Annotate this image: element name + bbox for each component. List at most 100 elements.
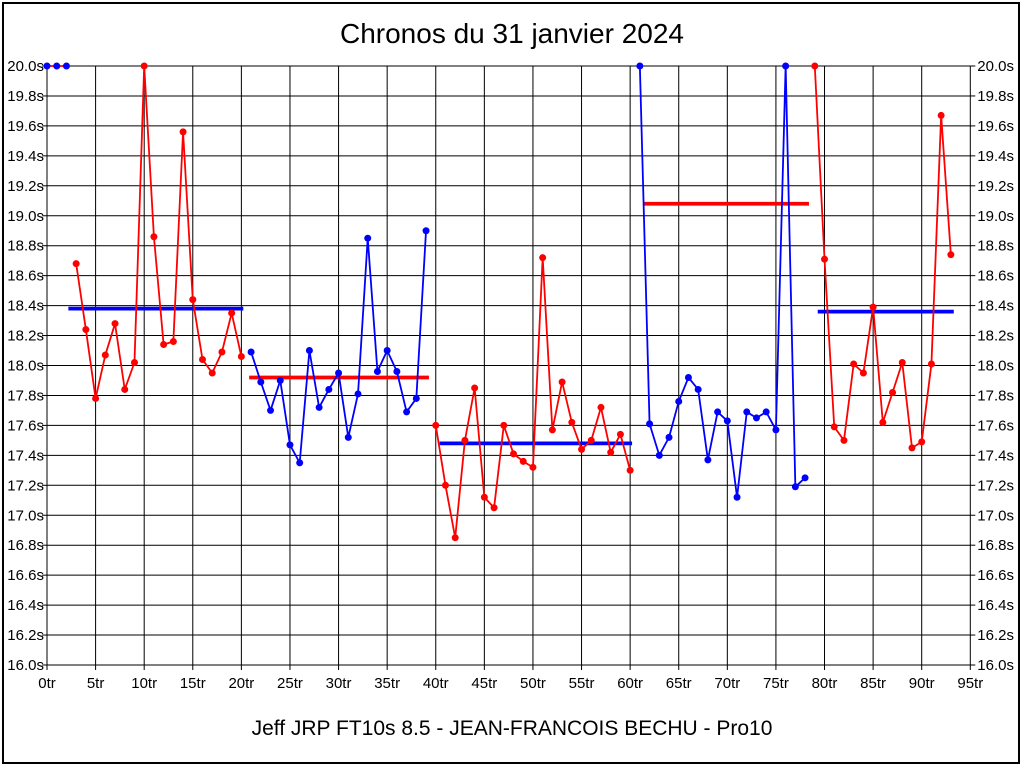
- y-tick-label-right: 16.0s: [977, 657, 1014, 674]
- y-tick-label-left: 17.8s: [7, 387, 44, 404]
- x-tick-label: 60tr: [617, 675, 643, 692]
- run-4-point: [752, 414, 760, 422]
- series-lines: [47, 65, 952, 539]
- y-tick-label-left: 18.2s: [7, 328, 44, 345]
- x-tick-label: 10tr: [131, 675, 157, 692]
- run-1-point: [237, 353, 245, 361]
- run-1-point: [101, 351, 109, 359]
- run-5-point: [811, 62, 819, 70]
- run-2-point: [364, 234, 372, 242]
- x-tick-label: 15tr: [180, 675, 206, 692]
- run-2-point: [373, 367, 381, 375]
- run-5-point: [830, 423, 838, 431]
- axis-ticks: [42, 65, 976, 670]
- y-tick-label-right: 17.8s: [977, 387, 1014, 404]
- run-3-point: [432, 421, 440, 429]
- run-3-point: [587, 436, 595, 444]
- run-2-point: [315, 403, 323, 411]
- run-1-point: [72, 260, 80, 268]
- x-tick-label: 85tr: [860, 675, 886, 692]
- run-2-point: [354, 390, 362, 398]
- run-3-point: [500, 421, 508, 429]
- run-4-point: [704, 456, 712, 464]
- chart-title: Chronos du 31 janvier 2024: [339, 18, 684, 49]
- x-tick-label: 65tr: [666, 675, 692, 692]
- run-2-point: [286, 441, 294, 449]
- run-2-point: [247, 348, 255, 356]
- y-tick-label-left: 16.2s: [7, 627, 44, 644]
- y-tick-label-left: 16.6s: [7, 567, 44, 584]
- x-tick-label: 80tr: [812, 675, 838, 692]
- run-5-point: [821, 255, 829, 263]
- run-3-point: [480, 493, 488, 501]
- run-4-point: [733, 493, 741, 501]
- x-tick-label: 0tr: [38, 675, 56, 692]
- x-tick-label: 25tr: [277, 675, 303, 692]
- x-tick-label: 40tr: [423, 675, 449, 692]
- y-tick-label-right: 19.6s: [977, 118, 1014, 135]
- y-tick-label-right: 17.0s: [977, 507, 1014, 524]
- y-tick-label-right: 18.2s: [977, 328, 1014, 345]
- average-lines: [68, 201, 954, 446]
- y-tick-label-right: 19.4s: [977, 148, 1014, 165]
- run-1-point: [130, 359, 138, 367]
- run-4-point: [801, 474, 809, 482]
- run-1-penalty-laps-point: [53, 62, 61, 70]
- x-tick-label: 35tr: [374, 675, 400, 692]
- run-2-point: [344, 433, 352, 441]
- run-3-point: [441, 481, 449, 489]
- y-tick-label-right: 19.2s: [977, 178, 1014, 195]
- y-tick-label-right: 17.4s: [977, 447, 1014, 464]
- run-3-point: [626, 466, 634, 474]
- run-5-point: [879, 418, 887, 426]
- run-2-point: [267, 406, 275, 414]
- y-tick-label-right: 18.4s: [977, 298, 1014, 315]
- run-2-point: [422, 227, 430, 235]
- y-tick-label-left: 17.2s: [7, 477, 44, 494]
- y-tick-label-left: 18.8s: [7, 238, 44, 255]
- run-1-point: [92, 394, 100, 402]
- y-tick-label-right: 18.6s: [977, 268, 1014, 285]
- run-1-point: [160, 341, 168, 349]
- y-axis-labels-left: 20.0s 19.8s 19.6s 19.4s 19.2s 19.0s 18.8s 18.6s…: [7, 58, 44, 674]
- run-4-point: [762, 408, 770, 416]
- run-3-point: [616, 430, 624, 438]
- run-5-point: [927, 360, 935, 368]
- run-4-point: [791, 483, 799, 491]
- run-4-point: [782, 62, 790, 70]
- run-1-point: [208, 369, 216, 377]
- x-tick-label: 70tr: [714, 675, 740, 692]
- run-2-point: [276, 376, 284, 384]
- y-tick-label-left: 18.4s: [7, 298, 44, 315]
- series-points: [43, 62, 955, 542]
- y-tick-label-right: 18.0s: [977, 358, 1014, 375]
- run-5-point: [840, 436, 848, 444]
- x-tick-label: 75tr: [763, 675, 789, 692]
- run-4-point: [646, 420, 654, 428]
- x-tick-label: 45tr: [471, 675, 497, 692]
- x-tick-label: 95tr: [957, 675, 983, 692]
- run-1-point: [150, 233, 158, 241]
- y-tick-label-right: 19.0s: [977, 208, 1014, 225]
- y-tick-label-left: 19.6s: [7, 118, 44, 135]
- chart-footer: Jeff JRP FT10s 8.5 - JEAN-FRANCOIS BECHU…: [251, 717, 773, 740]
- run-1-point: [228, 309, 236, 317]
- run-4-point: [684, 373, 692, 381]
- y-tick-label-right: 16.8s: [977, 537, 1014, 554]
- run-3-point: [461, 436, 469, 444]
- y-tick-label-left: 19.2s: [7, 178, 44, 195]
- run-1-point: [218, 348, 226, 356]
- run-5-point: [947, 251, 955, 259]
- run-2-point: [257, 378, 265, 386]
- run-1-point: [189, 296, 197, 304]
- y-tick-label-left: 17.6s: [7, 417, 44, 434]
- run-1-point: [179, 128, 187, 136]
- run-3-point: [578, 445, 586, 453]
- run-4-point: [714, 408, 722, 416]
- run-5-point: [850, 360, 858, 368]
- run-3-point: [510, 450, 518, 458]
- x-tick-label: 55tr: [569, 675, 595, 692]
- run-1-point: [169, 338, 177, 346]
- x-tick-label: 90tr: [909, 675, 935, 692]
